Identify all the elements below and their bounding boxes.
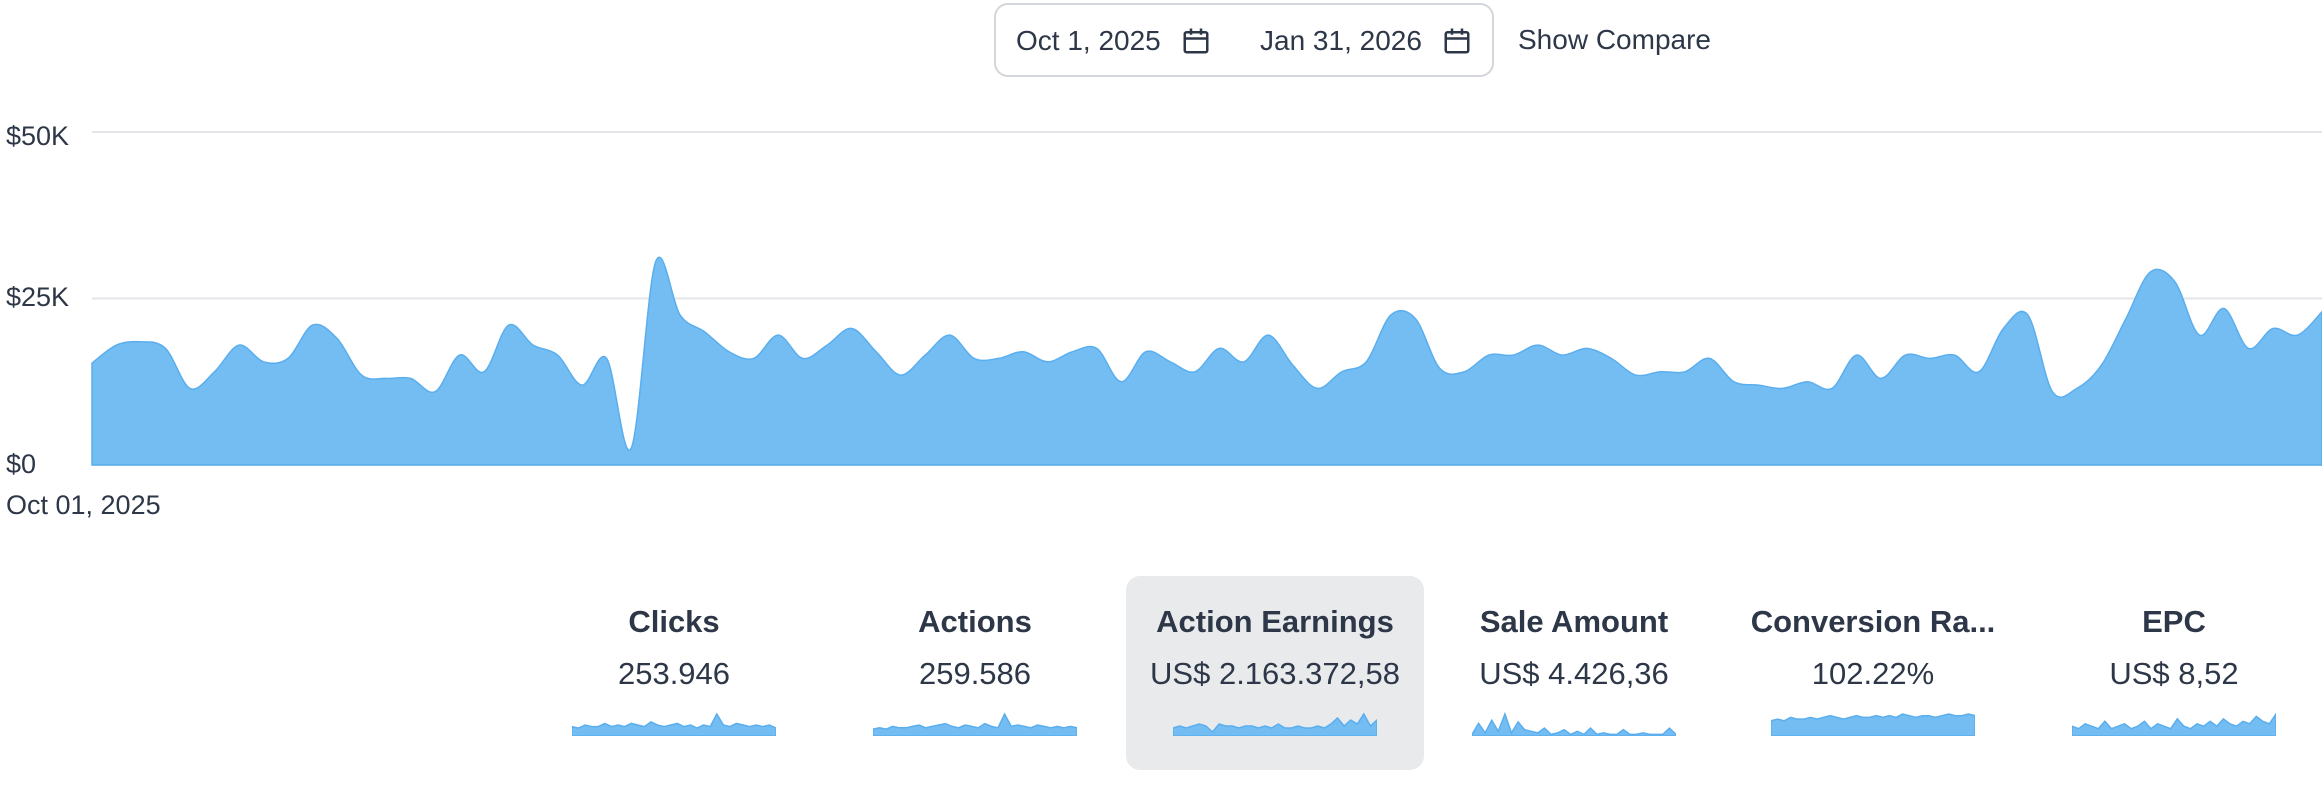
metric-card-actions[interactable]: Actions 259.586 [826, 576, 1124, 770]
metric-sparkline [572, 712, 776, 736]
earnings-area-chart [91, 131, 2322, 466]
sparkline-area [873, 712, 1077, 736]
metric-value: US$ 2.163.372,58 [1150, 656, 1400, 691]
metric-label: Action Earnings [1156, 604, 1394, 639]
sparkline-area [1771, 713, 1975, 736]
calendar-icon[interactable] [1442, 26, 1472, 56]
show-compare-button[interactable]: Show Compare [1518, 24, 1711, 55]
calendar-icon[interactable] [1181, 26, 1211, 56]
metric-value: 259.586 [918, 656, 1032, 691]
sparkline-area [1173, 712, 1377, 736]
metric-sparkline [1771, 713, 1975, 736]
metric-label: EPC [2142, 604, 2206, 639]
metric-card-conversion-ra[interactable]: Conversion Ra... 102.22% [1724, 576, 2022, 770]
sparkline-area [1472, 711, 1676, 736]
start-date-field[interactable]: Oct 1, 2025 [1016, 25, 1211, 57]
earnings-area-series [91, 256, 2322, 466]
start-date-value: Oct 1, 2025 [1016, 25, 1161, 56]
x-tick-label: Oct 01, 2025 [6, 490, 161, 520]
metric-label: Clicks [628, 604, 720, 639]
metric-value: US$ 8,52 [2109, 656, 2239, 691]
metric-label: Sale Amount [1479, 604, 1669, 639]
metric-card-epc[interactable]: EPC US$ 8,52 [2025, 576, 2322, 770]
metric-card-clicks[interactable]: Clicks 253.946 [525, 576, 823, 770]
metric-sparkline [2072, 712, 2276, 736]
metric-value: 102.22% [1811, 656, 1935, 691]
metric-value: 253.946 [617, 656, 731, 691]
metric-sparkline [1472, 711, 1676, 736]
end-date-value: Jan 31, 2026 [1260, 25, 1422, 56]
metric-sparkline [1173, 712, 1377, 736]
y-tick-label: $0 [6, 449, 37, 479]
end-date-field[interactable]: Jan 31, 2026 [1260, 25, 1472, 57]
metric-card-action-earnings[interactable]: Action Earnings US$ 2.163.372,58 [1126, 576, 1424, 770]
y-tick-label: $50K [6, 121, 70, 151]
sparkline-area [2072, 712, 2276, 736]
sparkline-area [572, 712, 776, 736]
metric-value: US$ 4.426,36 [1479, 656, 1669, 691]
metric-label: Actions [918, 604, 1032, 639]
metric-sparkline [873, 712, 1077, 736]
metric-card-sale-amount[interactable]: Sale Amount US$ 4.426,36 [1425, 576, 1723, 770]
y-tick-label: $25K [6, 282, 70, 312]
metric-label: Conversion Ra... [1750, 604, 1996, 639]
date-range-picker[interactable]: Oct 1, 2025 Jan 31, 2026 [994, 3, 1494, 77]
